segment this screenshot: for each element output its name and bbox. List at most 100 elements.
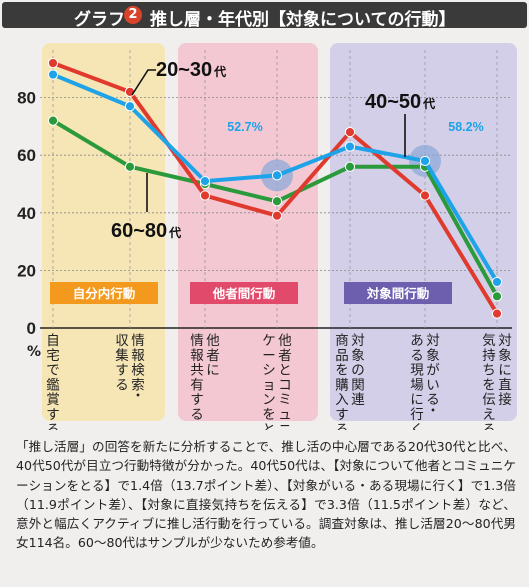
y-tick-label: 0 [27,319,36,338]
category-label-char: 品 [335,348,349,364]
group-badge-3 [344,282,452,304]
category-label-char: コ [278,377,292,393]
y-tick-label: 20 [17,261,36,280]
data-point [419,190,431,201]
category-label-char: ニ [278,422,292,430]
category-label-char: 象 [351,348,365,364]
chart-number-badge: 2 [124,6,142,24]
data-point [491,308,503,319]
category-label-char: と [262,422,276,430]
series-callout-label: 60~80 代 [111,220,181,242]
category-label-char: を [482,377,496,393]
category-label-char: が [426,363,440,379]
category-label-char: る [115,377,129,393]
category-label-char: ・ [426,403,440,419]
category-label-char: す [115,363,129,379]
data-point [491,276,503,288]
category-label-char: あ [410,333,424,349]
category-label-char: 収 [115,333,129,349]
category-label-char: ー [262,348,276,364]
category-label-char: 商 [335,333,349,349]
data-point [344,141,356,152]
annotation-label: 58.2% [448,120,483,134]
category-label-char: す [46,407,60,423]
category-label-char: 宅 [46,348,60,364]
data-point [271,196,283,207]
category-label-char: 賞 [46,392,60,408]
data-point [271,210,283,221]
category-label-char: る [190,407,204,423]
y-unit-label: % [27,344,41,360]
group-band-2 [178,43,318,421]
category-label-char: す [190,392,204,408]
category-label-char: 直 [498,377,512,393]
chart-label: グラフ [74,10,125,30]
category-label-char: に [410,392,424,408]
category-label-char: 他 [206,333,220,349]
category-label-char: 持 [482,348,496,364]
category-label-char: え [482,407,496,423]
category-label-char: 有 [190,377,204,393]
data-point [199,190,211,201]
category-label-char: 行 [410,407,424,423]
category-label-char: シ [262,363,276,379]
series-callout-line [131,69,156,96]
category-label-char: に [498,363,512,379]
series-callout-label: 20~30 代 [156,59,226,81]
category-label-char: 関 [351,377,365,393]
category-label-char: 情 [190,333,204,349]
category-label-char: く [410,422,424,430]
category-label-char: に [206,363,220,379]
group-band-3 [330,43,517,421]
category-label-char: 者 [206,348,220,364]
category-label-char: で [46,363,60,379]
group-badge-label: 自分内行動 [73,286,136,301]
group-band-1 [42,43,165,421]
category-label-char: ケ [262,333,276,349]
y-tick-label: 80 [17,89,36,108]
category-label-char: る [335,422,349,430]
category-label-char: 象 [498,348,512,364]
group-badge-1 [50,282,158,304]
annotation-label: 52.7% [227,120,262,134]
category-label-char: 共 [190,363,204,379]
y-tick-label: 60 [17,146,36,165]
category-label-char: ュ [278,407,292,423]
category-label-char: を [335,363,349,379]
data-point [419,155,431,167]
category-label-char: 場 [410,377,424,393]
category-label-char: る [426,392,440,408]
category-label-char: 伝 [482,392,496,408]
category-label-char: 対 [351,333,365,349]
category-label-char: ン [262,392,276,408]
series-callout-label: 40~50 代 [365,91,435,113]
category-label-char: 索 [131,377,145,393]
data-point [491,291,503,302]
category-label-char: る [410,348,424,364]
data-point [124,101,136,112]
category-label-char: 象 [426,348,440,364]
chart-title: 推し層・年代別【対象についての行動】 [150,10,456,30]
data-point [47,69,59,80]
category-label-char: ミ [278,392,292,408]
category-label-char: 接 [498,391,512,408]
data-point [47,115,59,126]
group-badge-label: 他者間行動 [212,286,276,301]
category-label-char: 入 [335,392,349,408]
category-label-char: ョ [262,377,276,393]
data-point [47,57,59,69]
category-label-char: ち [482,363,496,379]
category-label-char: 現 [410,363,424,379]
category-label-char: 自 [46,333,60,349]
category-label-char: 報 [190,348,204,364]
data-point [271,170,283,181]
data-point [344,127,356,138]
category-label-char: 集 [115,348,129,364]
category-label-char: 購 [335,377,349,393]
category-label-char: 気 [482,333,496,349]
category-label-char: す [335,407,349,423]
category-label-char: い [426,377,440,393]
description-text: 「推し活層」の回答を新たに分析することで、推し活の中心層である20代30代と比べ… [16,439,516,551]
data-point [124,161,136,172]
category-label-char: る [482,422,496,430]
